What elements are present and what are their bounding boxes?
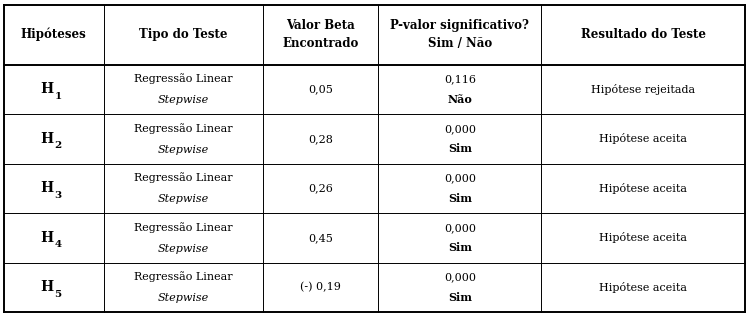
Text: Hipótese rejeitada: Hipótese rejeitada <box>591 84 695 95</box>
Text: Sim: Sim <box>448 292 472 303</box>
Text: 2: 2 <box>55 141 62 150</box>
Text: P-valor significativo?
Sim / Não: P-valor significativo? Sim / Não <box>390 19 530 50</box>
Text: H: H <box>40 82 54 96</box>
Text: Tipo do Teste: Tipo do Teste <box>139 28 228 41</box>
Text: Resultado do Teste: Resultado do Teste <box>580 28 706 41</box>
Text: 0,116: 0,116 <box>443 74 476 85</box>
Text: 0,000: 0,000 <box>443 273 476 282</box>
Text: Regressão Linear: Regressão Linear <box>134 172 233 183</box>
Text: Valor Beta
Encontrado: Valor Beta Encontrado <box>282 19 359 50</box>
Text: Regressão Linear: Regressão Linear <box>134 73 233 84</box>
Text: 1: 1 <box>55 92 62 101</box>
Text: 0,05: 0,05 <box>309 84 333 94</box>
Text: 0,000: 0,000 <box>443 174 476 184</box>
Text: Regressão Linear: Regressão Linear <box>134 123 233 133</box>
Text: Stepwise: Stepwise <box>158 293 209 303</box>
Text: 0,26: 0,26 <box>309 184 333 193</box>
Text: 0,000: 0,000 <box>443 223 476 233</box>
Text: 0,28: 0,28 <box>309 134 333 144</box>
Text: Sim: Sim <box>448 193 472 204</box>
Text: Sim: Sim <box>448 243 472 253</box>
Text: 5: 5 <box>55 290 61 299</box>
Text: Hipótese aceita: Hipótese aceita <box>599 282 688 293</box>
Text: Hipótese aceita: Hipótese aceita <box>599 133 688 145</box>
Text: Stepwise: Stepwise <box>158 145 209 155</box>
Text: (-) 0,19: (-) 0,19 <box>300 282 342 293</box>
Text: Regressão Linear: Regressão Linear <box>134 271 233 282</box>
Text: Hipótese aceita: Hipótese aceita <box>599 183 688 194</box>
Text: 3: 3 <box>55 191 61 200</box>
Text: Hipótese aceita: Hipótese aceita <box>599 232 688 243</box>
Text: 4: 4 <box>55 240 61 249</box>
Text: Regressão Linear: Regressão Linear <box>134 222 233 232</box>
Text: 0,000: 0,000 <box>443 124 476 134</box>
Text: Não: Não <box>447 94 472 105</box>
Text: H: H <box>40 231 54 245</box>
Text: H: H <box>40 181 54 196</box>
Text: Sim: Sim <box>448 143 472 154</box>
Text: Stepwise: Stepwise <box>158 95 209 105</box>
Text: 0,45: 0,45 <box>309 233 333 243</box>
Text: Stepwise: Stepwise <box>158 244 209 254</box>
Text: H: H <box>40 281 54 294</box>
Text: Stepwise: Stepwise <box>158 194 209 204</box>
Text: H: H <box>40 132 54 146</box>
Text: Hipóteses: Hipóteses <box>21 28 87 42</box>
